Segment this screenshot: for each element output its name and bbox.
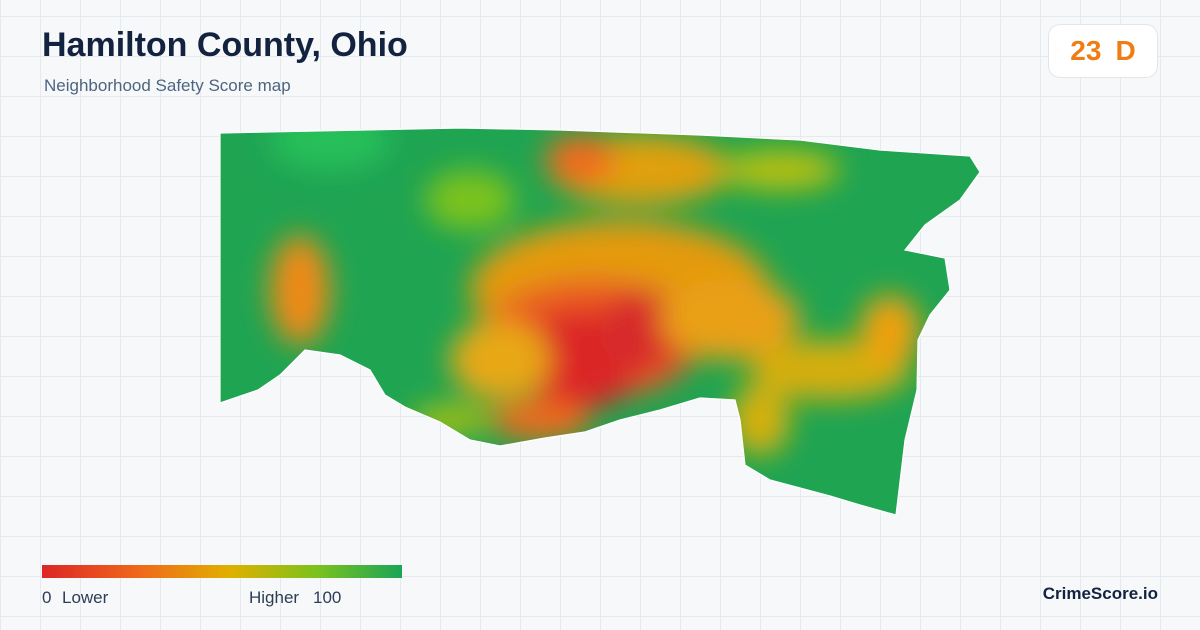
tracts: [220, 128, 980, 515]
legend-gradient: [42, 565, 402, 578]
legend-min-label: Lower: [62, 588, 109, 607]
county-outline: [219, 127, 981, 516]
score-grade: D: [1115, 35, 1136, 66]
legend-max: 100: [313, 588, 342, 607]
score-badge: 23 D: [1048, 24, 1158, 78]
score-value: 23: [1070, 35, 1102, 66]
legend-max-label: Higher: [249, 588, 300, 607]
subtitle: Neighborhood Safety Score map: [44, 76, 291, 95]
title: Hamilton County, Ohio: [42, 26, 408, 64]
legend-min: 0: [42, 588, 52, 607]
brand: CrimeScore.io: [1042, 584, 1158, 603]
